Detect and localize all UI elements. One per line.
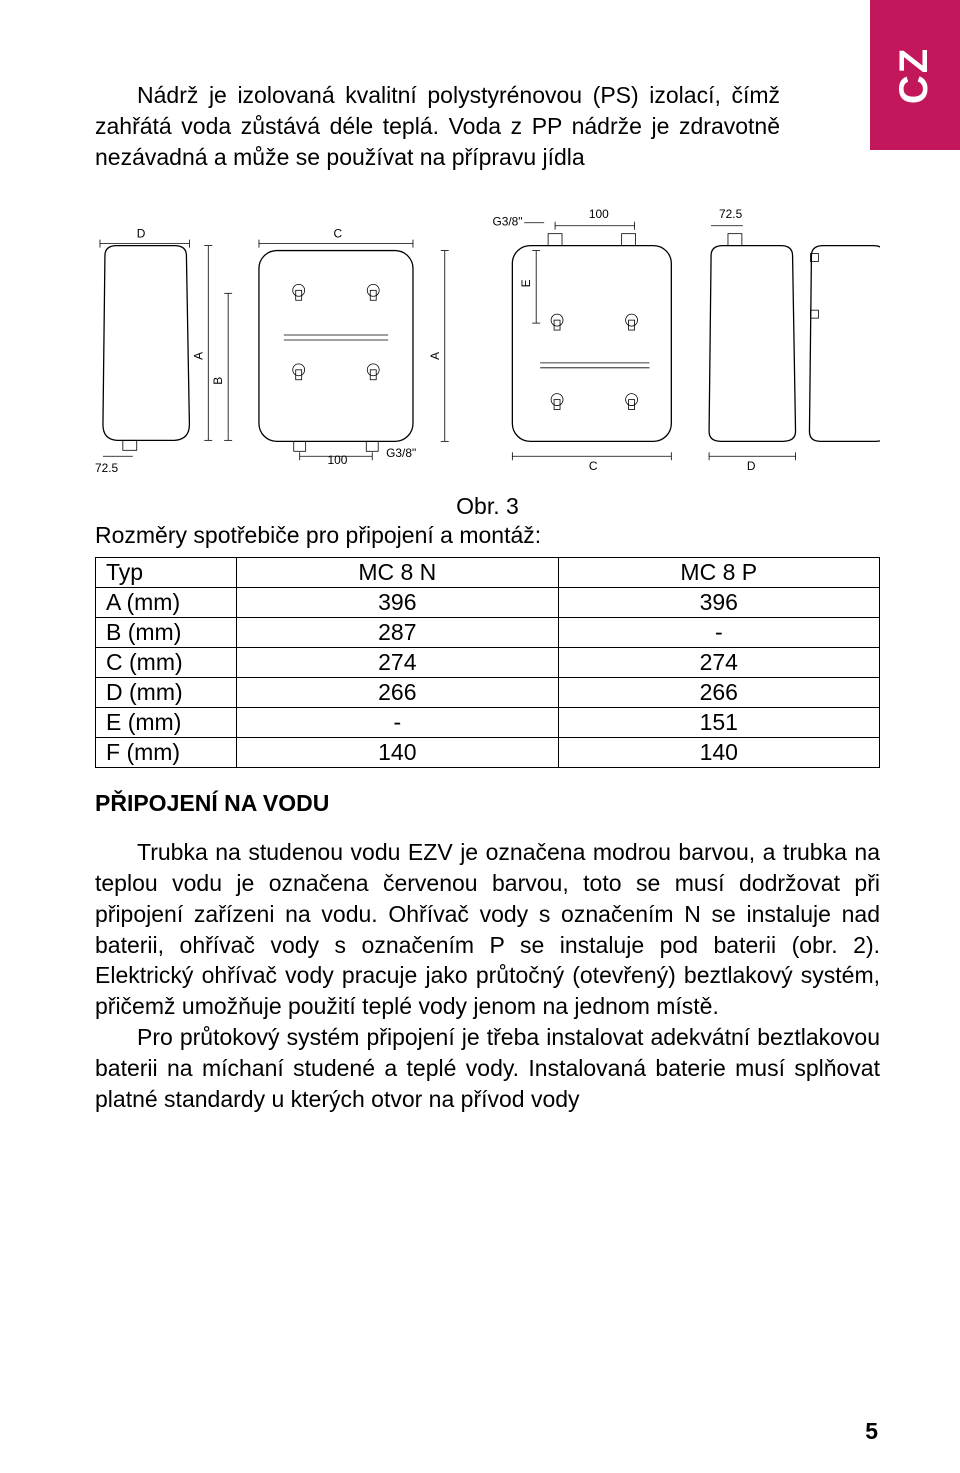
table-header: MC 8 N bbox=[237, 558, 558, 588]
table-row: C (mm) 274 274 bbox=[96, 648, 880, 678]
table-header: Typ bbox=[96, 558, 237, 588]
table-row: Typ MC 8 N MC 8 P bbox=[96, 558, 880, 588]
g38-top: G3/8" bbox=[492, 215, 522, 229]
section-heading: PŘIPOJENÍ NA VODU bbox=[95, 790, 880, 817]
technical-diagram: D 72.5 A B C F 100 bbox=[95, 185, 880, 485]
dim-725-right: 72.5 bbox=[719, 207, 743, 221]
dim-label-c: C bbox=[333, 227, 342, 241]
dim-label-b: B bbox=[211, 377, 225, 385]
g38-bottom: G3/8" bbox=[386, 446, 416, 460]
language-code: CZ bbox=[892, 46, 937, 103]
body-paragraph: Trubka na studenou vodu EZV je označena … bbox=[95, 837, 880, 1022]
dim-100-left: 100 bbox=[328, 453, 348, 467]
figure-caption: Obr. 3 bbox=[95, 493, 880, 520]
dim-label-a: A bbox=[191, 352, 205, 360]
dim-label-d: D bbox=[137, 227, 146, 241]
intro-paragraph: Nádrž je izolovaná kvalitní polystyrénov… bbox=[95, 80, 880, 173]
language-tab: CZ bbox=[870, 0, 960, 150]
dim-label-c2: C bbox=[589, 459, 598, 473]
dim-100-top: 100 bbox=[589, 207, 609, 221]
table-row: A (mm) 396 396 bbox=[96, 588, 880, 618]
dim-label-e: E bbox=[519, 279, 533, 287]
table-row: F (mm) 140 140 bbox=[96, 738, 880, 768]
body-text: Trubka na studenou vodu EZV je označena … bbox=[95, 837, 880, 1114]
table-header: MC 8 P bbox=[558, 558, 879, 588]
dimensions-table: Typ MC 8 N MC 8 P A (mm) 396 396 B (mm) … bbox=[95, 557, 880, 768]
table-row: B (mm) 287 - bbox=[96, 618, 880, 648]
table-row: E (mm) - 151 bbox=[96, 708, 880, 738]
table-caption: Rozměry spotřebiče pro připojení a montá… bbox=[95, 522, 880, 549]
body-paragraph: Pro průtokový systém připojení je třeba … bbox=[95, 1022, 880, 1114]
dim-725-left: 72.5 bbox=[95, 461, 119, 475]
page-number: 5 bbox=[865, 1418, 878, 1445]
dim-label-a2: A bbox=[428, 352, 442, 360]
dim-label-d2: D bbox=[747, 459, 756, 473]
table-row: D (mm) 266 266 bbox=[96, 678, 880, 708]
